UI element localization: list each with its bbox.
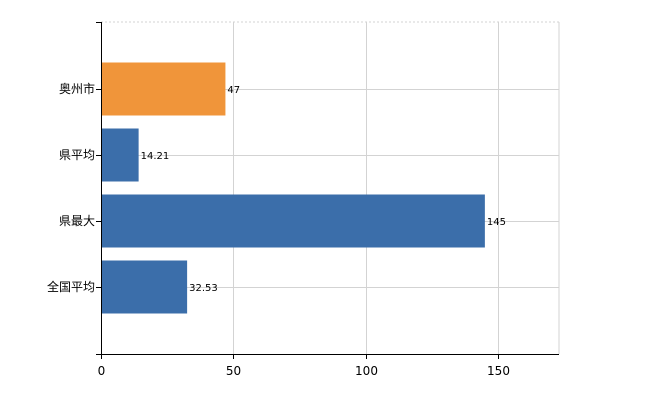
x-tick-label-50: 50 xyxy=(226,364,241,378)
category-label-0: 奥州市 xyxy=(59,81,95,96)
bar-0 xyxy=(101,62,226,116)
bar-3 xyxy=(101,260,188,314)
data-label-3: 32.53 xyxy=(189,283,218,294)
x-tick-label-100: 100 xyxy=(355,364,378,378)
data-label-2: 145 xyxy=(487,217,506,228)
x-tick-label-150: 150 xyxy=(487,364,510,378)
category-label-1: 県平均 xyxy=(59,148,95,162)
bar-1 xyxy=(101,128,139,182)
bars xyxy=(101,62,485,314)
labels: 47 奥州市 14.21 県平均 145 県最大 32.53 全国平均 0 50 100 150 xyxy=(47,81,510,378)
x-tick-label-0: 0 xyxy=(98,364,106,378)
category-label-2: 県最大 xyxy=(59,214,95,228)
data-label-0: 47 xyxy=(227,85,240,96)
axes xyxy=(96,22,559,359)
category-label-3: 全国平均 xyxy=(47,279,95,294)
bar-2 xyxy=(101,194,485,248)
data-label-1: 14.21 xyxy=(141,151,170,162)
